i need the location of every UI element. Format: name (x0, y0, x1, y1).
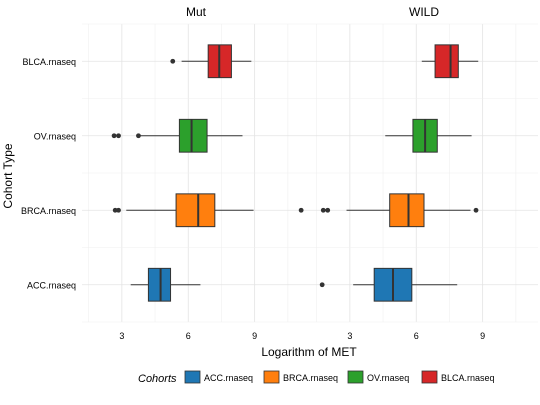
x-tick-label-wild-3: 3 (347, 331, 352, 341)
box-wild-blca-rnaseq (434, 44, 459, 79)
legend-label-brca-rnaseq: BRCA.rnaseq (283, 373, 338, 383)
box-layer (147, 44, 459, 302)
outlier-point-mut-ov-rnaseq (136, 133, 141, 139)
x-tick-label-mut-6: 6 (186, 331, 191, 341)
outlier-point-mut-brca-rnaseq (112, 207, 118, 213)
y-tick-label-ov-rnaseq: OV.rnaseq (34, 131, 76, 141)
outlier-point-wild-brca-rnaseq (320, 207, 326, 213)
legend: Cohorts ACC.rnaseq BRCA.rnaseq OV.rnaseq BL… (138, 370, 495, 385)
x-tick-label-mut-3: 3 (119, 331, 124, 341)
tick-layer: ACC.rnaseq BRCA.rnaseq OV.rnaseq BLCA.rnase… (21, 57, 485, 341)
legend-label-acc-rnaseq: ACC.rnaseq (204, 373, 253, 383)
facet-titles: Mut WILD (186, 5, 439, 19)
x-tick-label-wild-9: 9 (480, 331, 485, 341)
legend-swatch-ov-rnaseq (347, 370, 364, 384)
outlier-point-mut-ov-rnaseq (111, 133, 117, 139)
box-mut-acc-rnaseq (147, 267, 172, 302)
box-mut-ov-rnaseq (178, 118, 208, 153)
x-axis-label: Logarithm of MET (261, 345, 357, 359)
legend-swatch-blca-rnaseq (421, 370, 438, 384)
outlier-point-mut-ov-rnaseq (116, 133, 121, 139)
legend-items: ACC.rnaseq BRCA.rnaseq OV.rnaseq BLCA.rnase… (184, 370, 495, 384)
legend-swatch-brca-rnaseq (263, 370, 280, 384)
y-tick-label-brca-rnaseq: BRCA.rnaseq (21, 206, 76, 216)
facet-title-wild: WILD (409, 5, 439, 19)
outlier-layer (111, 58, 479, 288)
outlier-point-wild-brca-rnaseq (325, 207, 331, 213)
legend-swatch-acc-rnaseq (184, 370, 201, 384)
outlier-point-mut-blca-rnaseq (170, 58, 176, 64)
y-axis-label: Cohort Type (1, 143, 15, 208)
x-tick-label-mut-9: 9 (252, 331, 257, 341)
box-wild-brca-rnaseq (389, 193, 425, 228)
legend-label-blca-rnaseq: BLCA.rnaseq (441, 373, 495, 383)
outlier-point-wild-brca-rnaseq (473, 207, 479, 213)
y-tick-label-acc-rnaseq: ACC.rnaseq (27, 280, 76, 290)
outlier-point-wild-acc-rnaseq (319, 282, 325, 288)
outlier-point-mut-brca-rnaseq (116, 207, 121, 213)
y-tick-label-blca-rnaseq: BLCA.rnaseq (22, 57, 76, 67)
legend-title: Cohorts (138, 373, 177, 385)
box-mut-brca-rnaseq (175, 193, 216, 228)
whisker-layer (126, 60, 479, 286)
x-tick-label-wild-6: 6 (414, 331, 419, 341)
facet-title-mut: Mut (186, 5, 207, 19)
legend-label-ov-rnaseq: OV.rnaseq (367, 373, 409, 383)
outlier-point-mut-brca-rnaseq (298, 207, 304, 213)
